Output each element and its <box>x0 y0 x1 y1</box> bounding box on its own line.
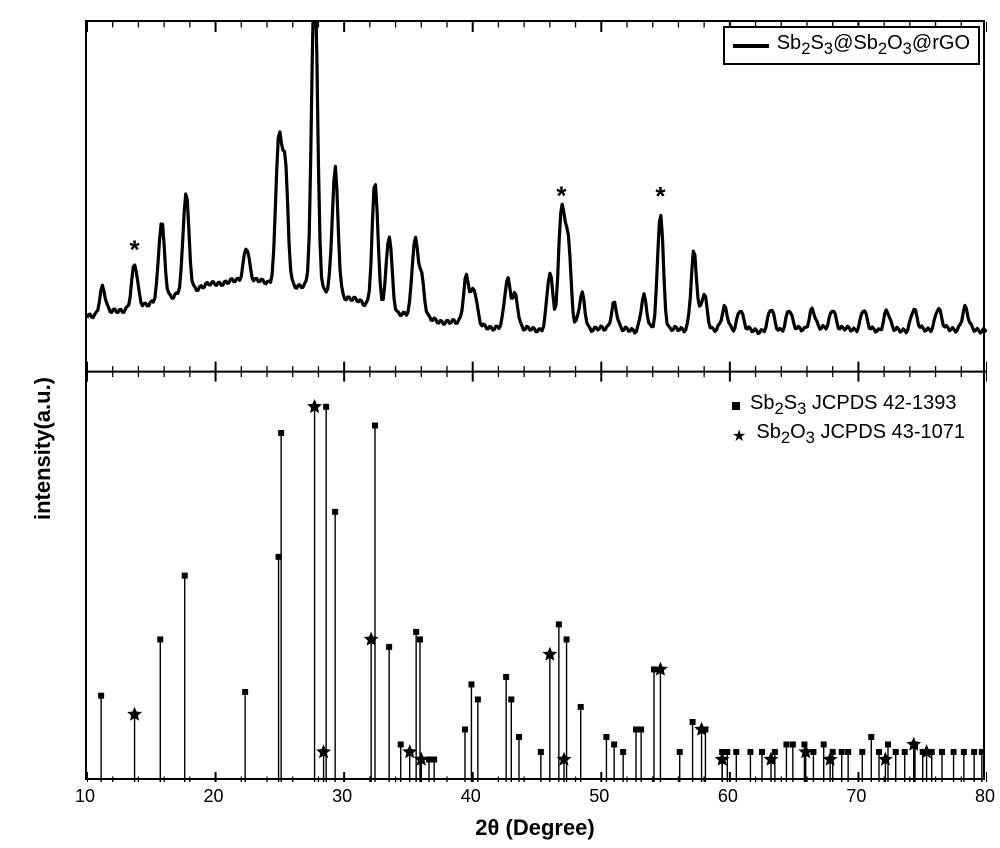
legend-line-sample-icon <box>733 44 769 48</box>
square-marker-icon <box>386 644 392 650</box>
bottom-legend-row: Sb2S3 JCPDS 42-1393 <box>732 392 965 419</box>
bottom-legend-label: Sb2S3 JCPDS 42-1393 <box>750 392 956 419</box>
square-marker-icon <box>876 749 882 755</box>
square-marker-icon <box>732 402 740 410</box>
square-marker-icon <box>323 404 329 410</box>
square-marker-icon <box>556 621 562 627</box>
square-marker-icon <box>462 726 468 732</box>
sb2o3-star-marker: * <box>130 234 141 264</box>
square-marker-icon <box>885 741 891 747</box>
xrd-figure: intensity(a.u.) **** Sb2S3@Sb2O3@rGO Sb2… <box>0 0 1000 848</box>
square-marker-icon <box>278 430 284 436</box>
square-marker-icon <box>413 629 419 635</box>
bottom-legend-label: Sb2O3 JCPDS 43-1071 <box>756 421 965 448</box>
square-marker-icon <box>468 681 474 687</box>
square-marker-icon <box>845 749 851 755</box>
square-marker-icon <box>431 756 437 762</box>
square-marker-icon <box>475 696 481 702</box>
x-tick-label: 60 <box>713 786 743 807</box>
square-marker-icon <box>332 509 338 515</box>
top-legend-box: Sb2S3@Sb2O3@rGO <box>723 26 980 65</box>
square-marker-icon <box>893 749 899 755</box>
bottom-legend-block: Sb2S3 JCPDS 42-1393 ★ Sb2O3 JCPDS 43-1071 <box>732 390 965 450</box>
x-tick-label: 80 <box>970 786 1000 807</box>
x-tick-label: 40 <box>456 786 486 807</box>
square-marker-icon <box>516 734 522 740</box>
xrd-measured-curve <box>87 22 987 334</box>
top-legend-label: Sb2S3@Sb2O3@rGO <box>777 32 970 59</box>
x-tick-label: 10 <box>70 786 100 807</box>
square-marker-icon <box>578 704 584 710</box>
square-marker-icon <box>859 749 865 755</box>
square-marker-icon <box>951 749 957 755</box>
x-tick-label: 30 <box>327 786 357 807</box>
square-marker-icon <box>790 741 796 747</box>
square-marker-icon <box>98 693 104 699</box>
square-marker-icon <box>182 573 188 579</box>
square-marker-icon <box>503 674 509 680</box>
square-marker-icon <box>690 719 696 725</box>
square-marker-icon <box>603 734 609 740</box>
square-marker-icon <box>564 636 570 642</box>
square-marker-icon <box>242 689 248 695</box>
square-marker-icon <box>868 734 874 740</box>
square-marker-icon <box>677 749 683 755</box>
square-marker-icon <box>157 636 163 642</box>
square-marker-icon <box>633 726 639 732</box>
square-marker-icon <box>733 749 739 755</box>
square-marker-icon <box>508 696 514 702</box>
bottom-legend-row: ★ Sb2O3 JCPDS 43-1071 <box>732 421 965 448</box>
square-marker-icon <box>638 726 644 732</box>
x-tick-label: 70 <box>841 786 871 807</box>
square-marker-icon <box>538 749 544 755</box>
top-legend-row: Sb2S3@Sb2O3@rGO <box>733 32 970 59</box>
square-marker-icon <box>611 741 617 747</box>
square-marker-icon <box>398 741 404 747</box>
y-axis-label: intensity(a.u.) <box>30 377 56 520</box>
square-marker-icon <box>783 741 789 747</box>
sb2o3-star-marker: * <box>556 180 567 210</box>
x-tick-label: 20 <box>199 786 229 807</box>
x-tick-label: 50 <box>584 786 614 807</box>
square-marker-icon <box>971 749 977 755</box>
square-marker-icon <box>759 749 765 755</box>
square-marker-icon <box>821 741 827 747</box>
square-marker-icon <box>747 749 753 755</box>
square-marker-icon <box>961 749 967 755</box>
square-marker-icon <box>372 423 378 429</box>
square-marker-icon <box>724 749 730 755</box>
square-marker-icon <box>772 749 778 755</box>
square-marker-icon <box>417 636 423 642</box>
square-marker-icon <box>939 749 945 755</box>
star-marker-icon: ★ <box>732 433 746 441</box>
square-marker-icon <box>839 749 845 755</box>
square-marker-icon <box>979 749 985 755</box>
x-axis-label: 2θ (Degree) <box>85 815 985 841</box>
square-marker-icon <box>902 749 908 755</box>
square-marker-icon <box>620 749 626 755</box>
sb2o3-star-marker: * <box>655 181 666 211</box>
